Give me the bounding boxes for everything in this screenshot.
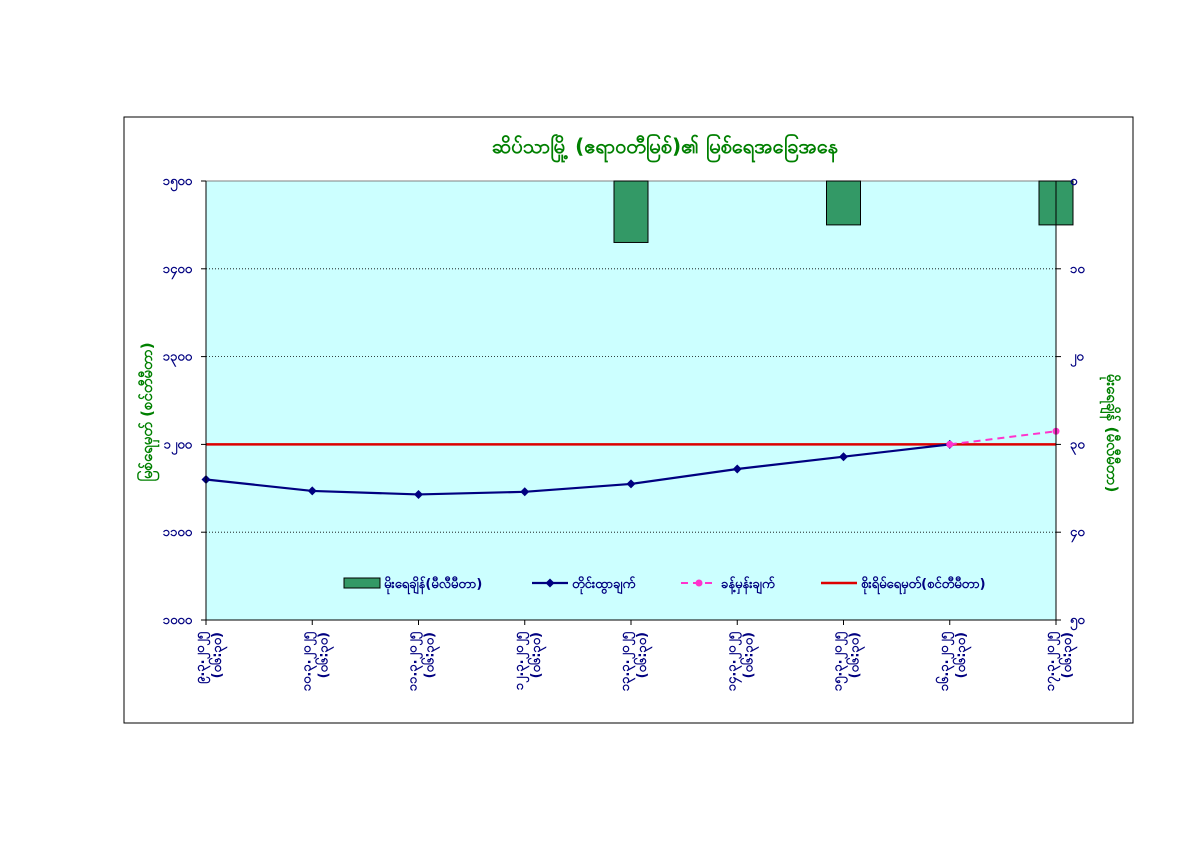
legend-swatch-rainfall xyxy=(343,577,381,589)
plot-area: ၁၀၀၀ ၁၁၀၀ ၁၂၀၀ ၁၃၀၀ ၁၄၀၀ ၁၅၀၀ ၀၁၀၂၀၃၀၄၀၅၀၉.၃.၂… xyxy=(163,174,1086,691)
measured-point xyxy=(626,479,636,489)
legend-label: မိုးရေချိန်(မီလီမီတာ) xyxy=(384,575,482,595)
forecast-line xyxy=(949,430,1057,446)
y-tick-label-right: ၃၀ xyxy=(1070,437,1085,455)
x-tick-label-date: ၁၀.၃.၂၀၂၅ xyxy=(299,631,317,691)
x-tick-label-date: ၁၅.၃.၂၀၂၅ xyxy=(831,631,849,691)
measured-point xyxy=(307,486,317,496)
y-tick-label-left: ၁၁၀၀ xyxy=(163,525,193,540)
measured-point xyxy=(732,464,742,474)
x-tick-label-time: (၀၆:၃၀) xyxy=(314,632,334,678)
x-tick-label-date: ၁၄.၃.၂၀၂၅ xyxy=(724,631,742,691)
rainfall-bar xyxy=(613,180,649,243)
y-tick-label-left: ၁၃၀၀ xyxy=(163,350,193,368)
legend-label: စိုးရိမ်ရေမှတ်(စင်တီမီတာ) xyxy=(861,575,986,595)
y-tick-label-left: ၁၀၀၀ xyxy=(163,613,193,628)
x-tick-label-date: ၁၂.၃.၂၀၂၅ xyxy=(512,631,530,690)
x-tick-label-time: (၀၆:၃၀) xyxy=(421,632,441,678)
x-tick-label-time: (၀၆:၃၀) xyxy=(739,632,759,678)
measured-point xyxy=(414,489,423,499)
x-tick-label-time: (၀၆:၃၀) xyxy=(1058,632,1078,678)
forecast-point xyxy=(946,440,954,448)
measured-point xyxy=(839,452,848,462)
legend: မိုးရေချိန်(မီလီမီတာ) တိုင်းထွာချက် ခန့်မှ… xyxy=(343,575,986,595)
y-tick-label-right: ၄၀ xyxy=(1070,525,1085,543)
x-tick-label-time: (၀၆:၃၀) xyxy=(846,632,866,678)
measured-line xyxy=(205,443,950,496)
legend-marker-measured xyxy=(545,578,555,588)
x-tick-label-time: (၀၆:၃၀) xyxy=(633,632,653,678)
y-tick-label-left: ၁၅၀၀ xyxy=(163,174,193,192)
y-tick-label-left: ၁၄၀၀ xyxy=(163,262,193,280)
x-tick-label-time: (၀၆:၃၀) xyxy=(527,632,547,678)
x-tick-label-date: ၉.၃.၂၀၂၅ xyxy=(193,631,211,684)
plot-background xyxy=(205,180,1057,621)
legend-marker-forecast xyxy=(695,579,703,587)
y-tick-label-right: ၁၀ xyxy=(1070,262,1085,277)
x-tick-label-time: (၀၆:၃၀) xyxy=(208,632,228,678)
x-tick-label-time: (၀၆:၃၀) xyxy=(952,632,972,678)
y-tick-label-right: ၂၀ xyxy=(1070,350,1084,368)
x-tick-label-date: ၁၁.၃.၂၀၂၅ xyxy=(406,631,424,691)
x-tick-label-date: ၁၃.၃.၂၀၂၅ xyxy=(618,631,636,691)
x-tick-label-date: ၁၆.၃.၂၀၂၅ xyxy=(935,631,955,691)
rainfall-bar xyxy=(826,180,861,226)
measured-point xyxy=(520,487,530,497)
legend-label: ခန့်မှန်းချက် xyxy=(721,575,775,595)
y-tick-label-right: ၅၀ xyxy=(1070,613,1085,631)
x-tick-label-date: ၁၇.၃.၂၀၂၅ xyxy=(1043,631,1061,691)
legend-label: တိုင်းထွာချက် xyxy=(572,575,635,595)
y-axis-label-right: မိုးရေချိန် (မီလီမီတာ) xyxy=(1099,374,1122,493)
y-tick-label-right: ၀ xyxy=(1070,174,1078,189)
y-tick-label-left: ၁၂၀၀ xyxy=(164,437,193,455)
